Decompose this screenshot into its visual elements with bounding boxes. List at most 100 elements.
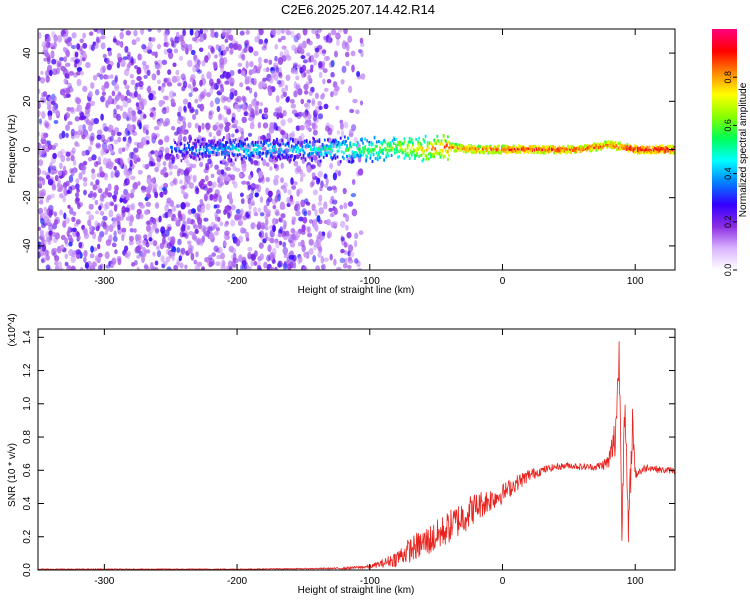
spectrogram-ridge-cell (334, 153, 337, 157)
spectrogram-ridge-cell (456, 143, 459, 147)
spectrogram-cell (75, 231, 80, 238)
spectrogram-ridge-cell (253, 148, 256, 152)
spectrogram-cell (42, 91, 48, 97)
spectrogram-cell (276, 80, 282, 85)
spectrogram-ridge-cell (502, 144, 504, 148)
spectrogram-ridge-cell (259, 151, 261, 155)
spectrogram-ridge-cell (343, 151, 345, 155)
spectrogram-ridge-cell (425, 154, 428, 158)
spectrogram-ridge-cell (200, 140, 203, 143)
spectrogram-ridge-cell (496, 147, 499, 151)
spectrogram-ridge-cell (585, 147, 587, 151)
spectrogram-ridge-cell (367, 147, 370, 151)
spectrogram-cell (167, 236, 174, 242)
spectrogram-ridge-cell (483, 146, 485, 150)
spectrogram-ridge-cell (213, 139, 216, 143)
spectrogram-ridge-cell (515, 151, 517, 155)
spectrogram-ridge-cell (293, 158, 295, 162)
spectrogram-cell (292, 261, 297, 269)
spectrogram-cell (141, 251, 147, 256)
spectrogram-cell (176, 247, 181, 254)
spectrogram-ridge-cell (318, 155, 321, 159)
spectrogram-ridge-cell (333, 140, 336, 144)
spectrogram-ridge-cell (184, 149, 187, 153)
spectrogram-ridge-cell (536, 151, 538, 155)
spectrogram-ridge-cell (417, 148, 420, 151)
spectrogram-ridge-cell (398, 155, 400, 159)
spectrogram-cell (90, 172, 96, 180)
spectrogram-ridge-cell (422, 157, 425, 161)
spectrogram-cell (179, 179, 183, 185)
spectrogram-ridge-cell (659, 149, 662, 153)
spectrogram-ridge-cell (207, 149, 209, 153)
spectrogram-cell (241, 180, 247, 185)
snr-y-multiplier: (x10^4) (7, 313, 18, 346)
spectrogram-cell (152, 251, 156, 257)
spectrogram-ridge-cell (657, 150, 659, 154)
spectrogram-cell (89, 100, 96, 107)
spectrogram-cell (89, 253, 95, 259)
spectrogram-cell (347, 264, 352, 270)
spectrogram-cell (121, 147, 126, 152)
spectrogram-cell (105, 75, 111, 80)
spectrogram-ridge-cell (307, 144, 310, 148)
spectrogram-ridge-cell (455, 149, 458, 152)
spectrogram-ridge-cell (544, 151, 547, 155)
spectrogram-ridge-cell (611, 146, 614, 150)
spectrogram-ridge-cell (208, 154, 210, 158)
spectrogram-ridge-cell (185, 150, 188, 154)
spectrogram-cell (107, 127, 113, 133)
spectrogram-cell (128, 204, 135, 211)
spectrogram-ridge-cell (382, 151, 384, 155)
spectrogram-cell (160, 85, 165, 94)
snr-y-tick-label: 0.4 (22, 496, 33, 510)
spectrogram-ridge-cell (350, 160, 353, 164)
spectrogram-cell (142, 127, 147, 134)
snr-y-tick-label: 1.4 (22, 330, 33, 344)
spectrogram-cell (216, 151, 221, 157)
spectrogram-ridge-cell (353, 151, 356, 155)
spectrogram-cell (285, 230, 290, 237)
spectrogram-cell (111, 221, 116, 229)
spectrogram-ridge-cell (305, 140, 308, 144)
spectrogram-cell (93, 161, 99, 168)
spectrogram-cell (300, 172, 306, 178)
spectrogram-cell (331, 185, 337, 191)
spectrogram-ridge-cell (440, 139, 443, 143)
spectrogram-ridge-cell (528, 145, 531, 149)
spectrogram-cell (107, 50, 113, 57)
spectrogram-ridge-cell (229, 147, 232, 151)
spectrogram-cell (131, 39, 137, 46)
spectrogram-ridge-cell (444, 149, 447, 153)
spectrogram-cell (182, 81, 188, 88)
spectrogram-ridge-cell (406, 143, 409, 147)
spectrogram-ridge-cell (538, 147, 541, 151)
spectrogram-ridge-cell (379, 146, 381, 150)
spectrogram-ridge-cell (667, 145, 670, 149)
spectrogram-ridge-cell (449, 145, 451, 149)
spectrogram-ridge-cell (406, 146, 409, 150)
spectrogram-ridge-cell (466, 149, 468, 153)
spectrogram-cell (67, 41, 73, 47)
spectrogram-ridge-cell (314, 148, 317, 152)
spectrogram-ridge-cell (196, 139, 199, 143)
spectrogram-ridge-cell (279, 143, 282, 147)
spectrogram-ridge-cell (412, 150, 414, 154)
spectrogram-cell (71, 266, 76, 270)
spectrogram-cell (132, 182, 138, 191)
spectrogram-cell (194, 98, 199, 104)
spectrogram-ridge-cell (244, 148, 246, 152)
spectrogram-cell (309, 181, 314, 188)
spectrogram-ridge-cell (409, 151, 412, 155)
spectrogram-ridge-cell (186, 141, 189, 145)
spectrogram-cell (341, 65, 347, 74)
spectrogram-cell (204, 55, 209, 63)
spectrogram-ridge-cell (335, 145, 338, 149)
spectrogram-ridge-cell (303, 140, 306, 144)
spectrogram-ridge-cell (228, 145, 231, 149)
spectrogram-ridge-cell (454, 145, 457, 148)
spectrogram-ridge-cell (429, 141, 431, 145)
spectrogram-cell (57, 187, 63, 193)
spectrogram-ridge-cell (189, 153, 191, 157)
spectrogram-ridge-cell (387, 148, 390, 152)
